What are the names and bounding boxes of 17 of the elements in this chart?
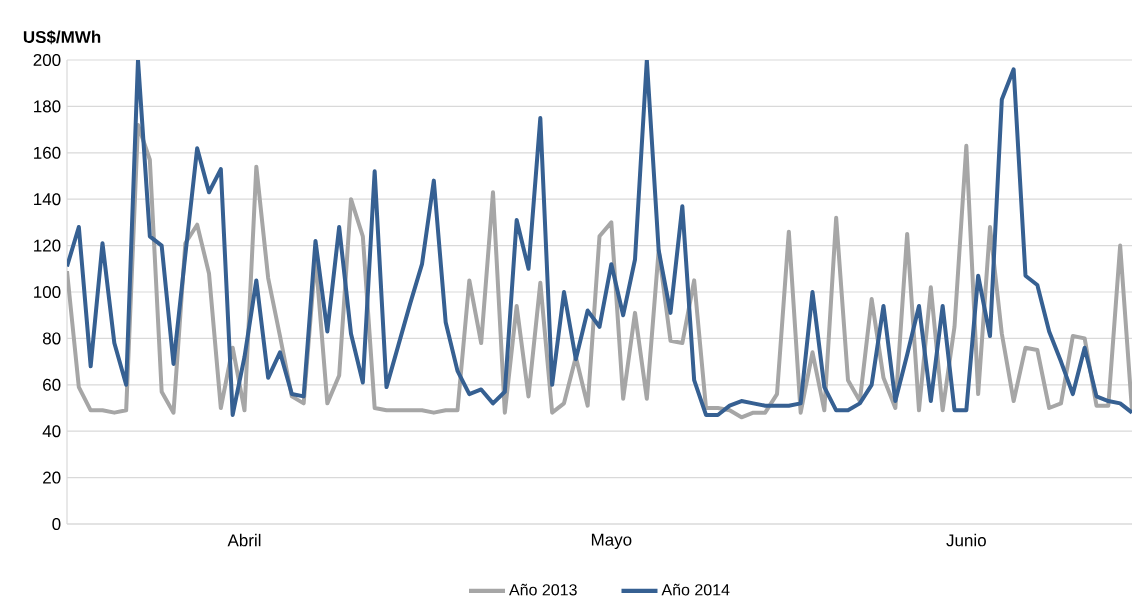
y-tick-label: 120 — [34, 239, 61, 252]
y-tick-label: 20 — [43, 471, 61, 484]
y-tick-label: 60 — [43, 378, 61, 391]
legend-label: Año 2014 — [661, 583, 730, 596]
y-tick-label: 0 — [52, 517, 61, 531]
x-tick-label: Mayo — [591, 533, 632, 550]
y-tick-label: 180 — [34, 100, 61, 113]
y-tick-label: 160 — [34, 146, 61, 159]
y-tick-label: 140 — [34, 193, 61, 206]
legend-label: Año 2013 — [509, 583, 577, 596]
y-tick-label: 40 — [42, 425, 61, 438]
x-tick-label: Junio — [946, 533, 986, 547]
y-tick-label: 100 — [34, 285, 61, 299]
y-tick-label: 80 — [42, 332, 61, 345]
y-tick-label: 200 — [33, 53, 61, 67]
x-tick-label: Abril — [227, 533, 261, 547]
y-axis-title: US$/MWh — [23, 30, 101, 45]
